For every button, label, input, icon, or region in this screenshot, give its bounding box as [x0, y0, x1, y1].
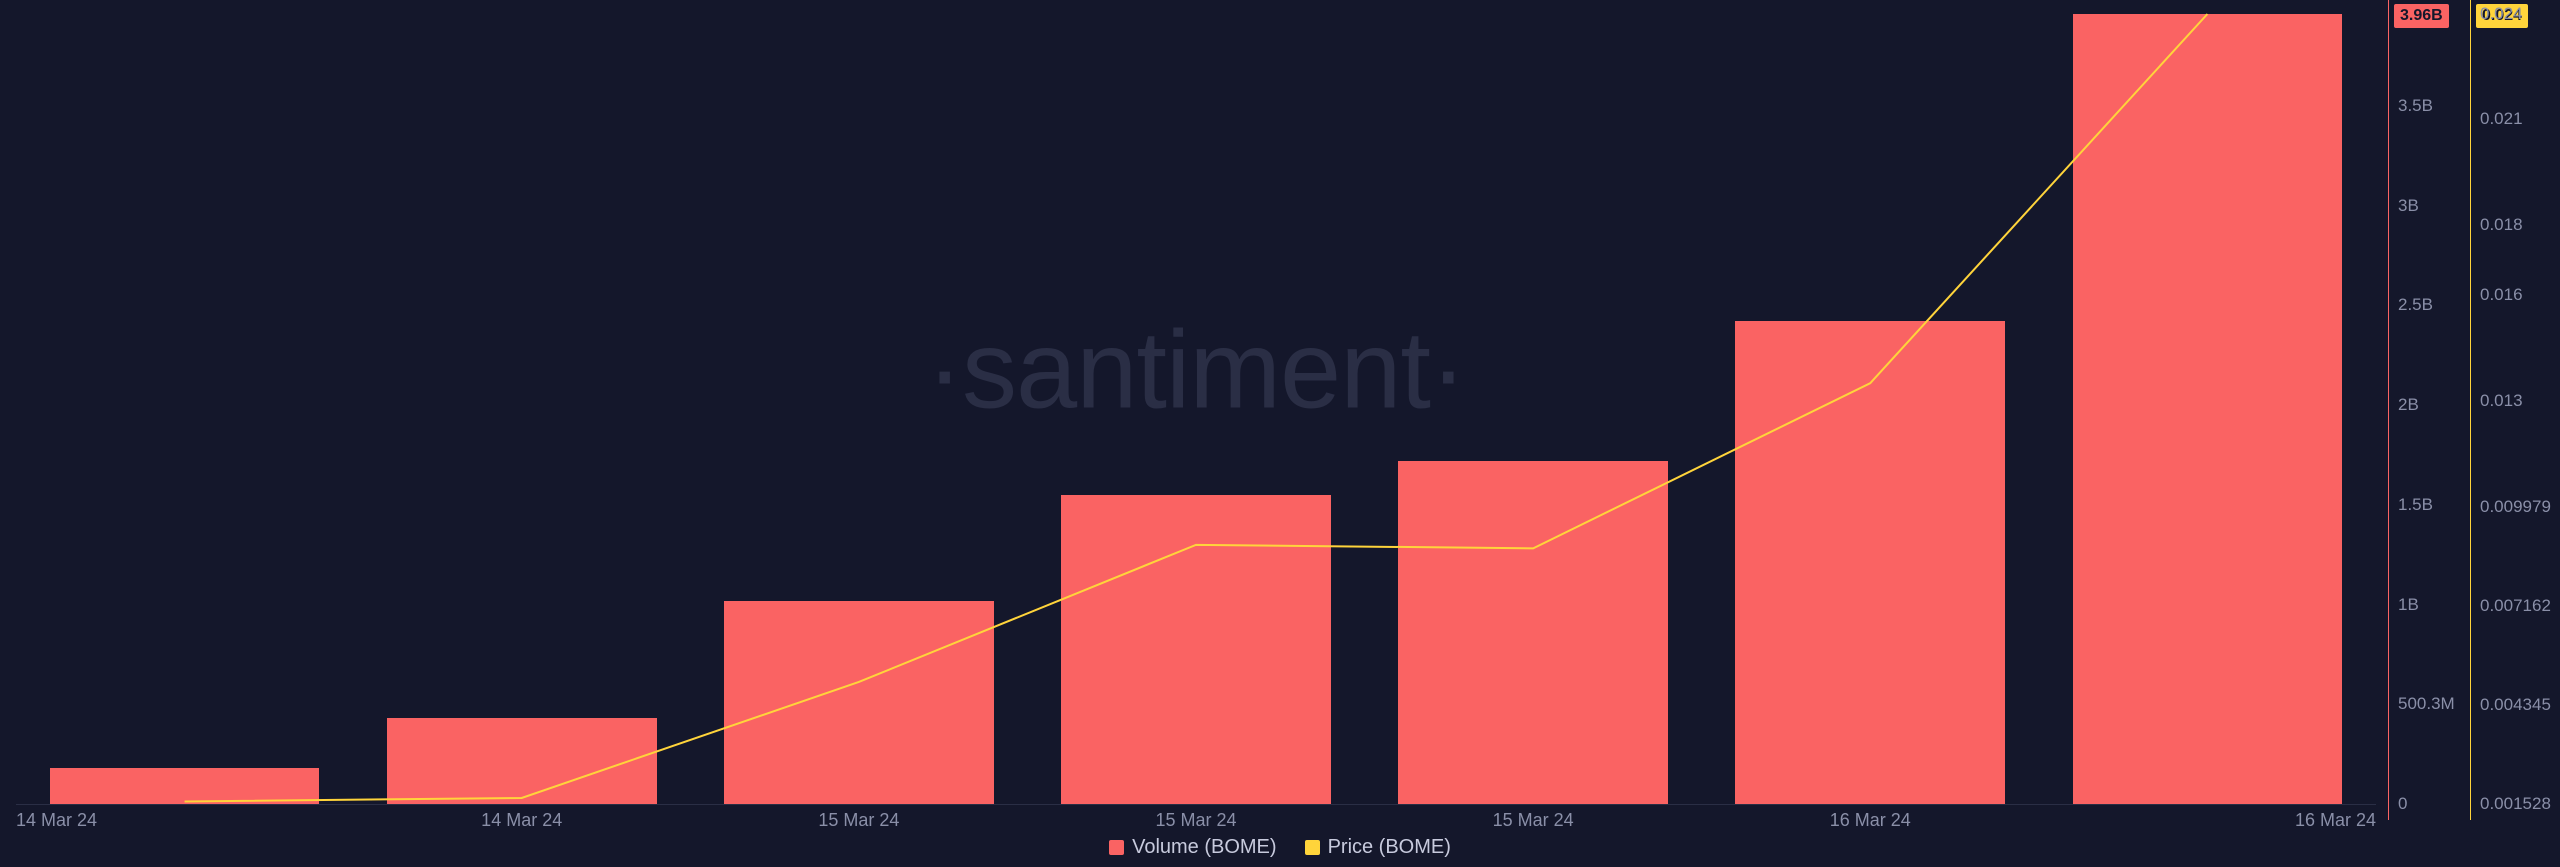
- y-tick-label: 1B: [2398, 595, 2419, 615]
- x-tick-label: 15 Mar 24: [818, 810, 899, 831]
- volume-current-badge: 3.96B: [2394, 4, 2449, 28]
- legend-label-price: Price (BOME): [1328, 836, 1451, 859]
- x-tick-label: 16 Mar 24: [1830, 810, 1911, 831]
- y-tick-label: 0.013: [2480, 391, 2523, 411]
- legend-item-price[interactable]: Price (BOME): [1305, 836, 1451, 859]
- y-tick-label: 3.5B: [2398, 96, 2433, 116]
- legend-item-volume[interactable]: Volume (BOME): [1109, 836, 1276, 859]
- y-axis-volume-line: [2388, 0, 2389, 820]
- x-tick-label: 14 Mar 24: [481, 810, 562, 831]
- y-tick-label: 0.016: [2480, 285, 2523, 305]
- y-tick-label: 2B: [2398, 395, 2419, 415]
- y-tick-label: 2.5B: [2398, 295, 2433, 315]
- y-tick-label: 1.5B: [2398, 495, 2433, 515]
- y-tick-label: 0.024: [2480, 4, 2523, 24]
- y-axis-volume: 3.96B 0500.3M1B1.5B2B2.5B3B3.5B: [2388, 14, 2389, 804]
- x-tick-label: 14 Mar 24: [16, 810, 97, 831]
- legend-swatch-volume: [1109, 840, 1124, 855]
- y-tick-label: 0: [2398, 794, 2407, 814]
- y-tick-label: 0.021: [2480, 109, 2523, 129]
- x-tick-label: 16 Mar 24: [2295, 810, 2376, 831]
- price-line: [16, 14, 2376, 804]
- y-tick-label: 0.004345: [2480, 695, 2551, 715]
- y-tick-label: 0.018: [2480, 215, 2523, 235]
- y-axis-price-line: [2470, 0, 2471, 820]
- legend-label-volume: Volume (BOME): [1132, 836, 1276, 859]
- y-tick-label: 500.3M: [2398, 694, 2455, 714]
- y-tick-label: 0.001528: [2480, 794, 2551, 814]
- y-tick-label: 3B: [2398, 196, 2419, 216]
- legend: Volume (BOME) Price (BOME): [0, 836, 2560, 859]
- y-tick-label: 0.007162: [2480, 596, 2551, 616]
- legend-swatch-price: [1305, 840, 1320, 855]
- chart-container: ·santiment· 3.96B 0500.3M1B1.5B2B2.5B3B3…: [0, 0, 2560, 867]
- x-baseline: [16, 804, 2376, 805]
- plot-area: ·santiment·: [16, 14, 2376, 804]
- x-tick-label: 15 Mar 24: [1155, 810, 1236, 831]
- x-tick-label: 15 Mar 24: [1493, 810, 1574, 831]
- y-tick-label: 0.009979: [2480, 497, 2551, 517]
- y-axis-price: 0.024 0.0015280.0043450.0071620.0099790.…: [2470, 14, 2471, 804]
